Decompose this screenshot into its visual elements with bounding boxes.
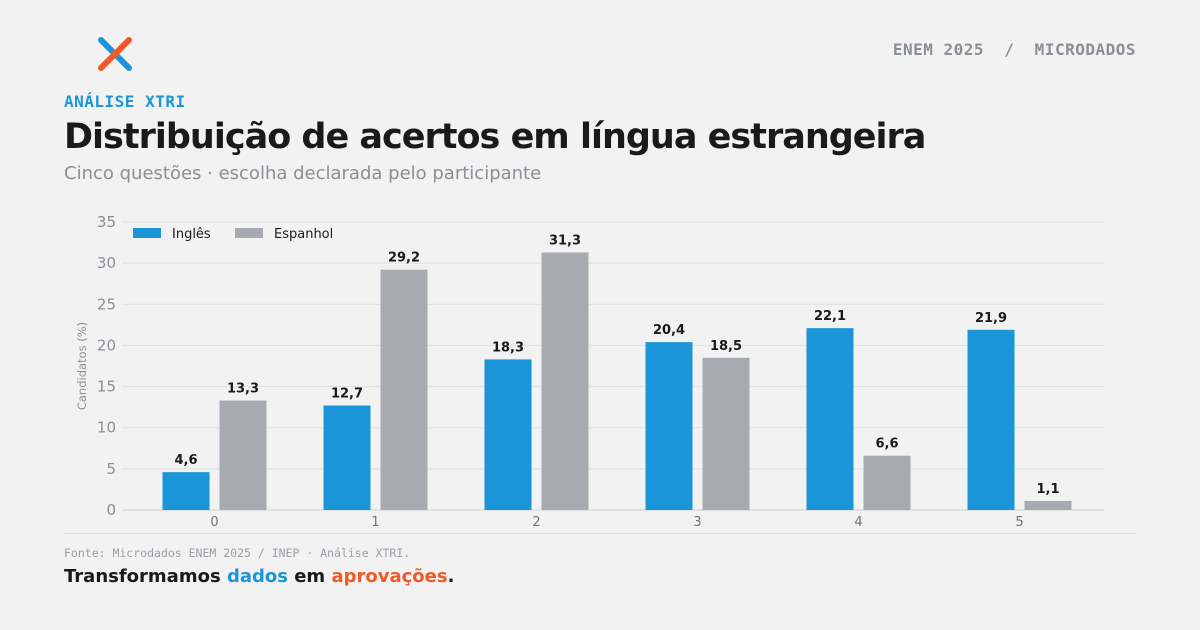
- bar-espanhol: [380, 269, 428, 510]
- bar-espanhol: [541, 252, 589, 510]
- x-tick-label: 3: [693, 515, 701, 530]
- y-tick-label: 10: [97, 419, 116, 437]
- bar-value-label: 12,7: [331, 386, 363, 401]
- x-tick-label: 1: [371, 515, 379, 530]
- bar-ingles: [162, 472, 210, 510]
- tagline-part-1: Transformamos: [64, 566, 227, 587]
- tagline: Transformamos dados em aprovações.: [64, 566, 454, 587]
- y-tick-label: 30: [97, 254, 116, 272]
- y-tick-label: 25: [97, 295, 116, 313]
- bar-espanhol: [702, 357, 750, 510]
- xtri-logo-icon: [98, 37, 132, 71]
- legend-label: Espanhol: [274, 227, 333, 242]
- tagline-part-4: aprovações: [331, 566, 448, 587]
- tagline-part-5: .: [447, 566, 455, 587]
- bar-ingles: [967, 329, 1015, 510]
- bar-ingles: [645, 342, 693, 510]
- legend-swatch: [133, 228, 161, 238]
- bar-value-label: 22,1: [814, 309, 846, 324]
- y-tick-label: 5: [106, 460, 116, 478]
- bar-espanhol: [219, 400, 267, 510]
- legend-label: Inglês: [172, 227, 211, 242]
- tagline-part-3: em: [287, 566, 332, 587]
- bar-espanhol: [863, 455, 911, 510]
- bar-value-label: 18,3: [492, 340, 524, 355]
- bar-value-label: 6,6: [875, 437, 898, 452]
- page-title: Distribuição de acertos em língua estran…: [64, 117, 926, 157]
- bar-value-label: 21,9: [975, 311, 1007, 326]
- bar-ingles: [484, 359, 532, 510]
- x-tick-label: 4: [854, 515, 862, 530]
- x-tick-label: 2: [532, 515, 540, 530]
- bar-espanhol: [1024, 500, 1072, 510]
- report-tag: ENEM 2025 / MICRODADOS: [892, 40, 1136, 59]
- bar-value-label: 31,3: [549, 233, 581, 248]
- bar-value-label: 20,4: [653, 323, 685, 338]
- kicker-label: ANÁLISE XTRI: [64, 92, 186, 111]
- bar-ingles: [323, 405, 371, 510]
- bar-value-label: 13,3: [227, 382, 259, 397]
- bar-value-label: 29,2: [388, 251, 420, 266]
- bar-value-label: 18,5: [710, 339, 742, 354]
- source-note: Fonte: Microdados ENEM 2025 / INEP · Aná…: [64, 546, 411, 560]
- y-tick-label: 15: [97, 378, 116, 396]
- page-subtitle: Cinco questões · escolha declarada pelo …: [64, 163, 542, 184]
- y-axis-label: Candidatos (%): [75, 322, 89, 410]
- y-tick-label: 20: [97, 336, 116, 354]
- tagline-part-2: dados: [226, 566, 288, 587]
- legend-swatch: [235, 228, 263, 238]
- bar-ingles: [806, 328, 854, 510]
- y-tick-label: 35: [97, 213, 116, 231]
- x-tick-label: 0: [210, 515, 218, 530]
- y-tick-label: 0: [106, 501, 116, 519]
- bar-value-label: 1,1: [1036, 482, 1059, 497]
- bar-value-label: 4,6: [174, 453, 197, 468]
- footer-divider: [64, 533, 1136, 534]
- x-tick-label: 5: [1015, 515, 1023, 530]
